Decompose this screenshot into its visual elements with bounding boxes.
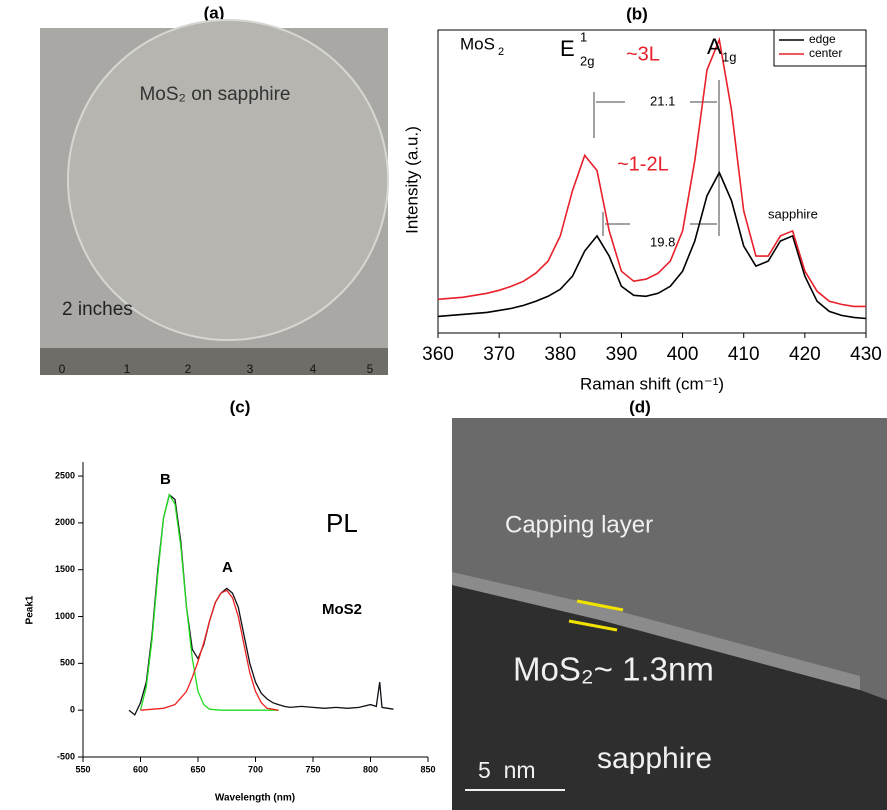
ruler-number: 4: [310, 362, 317, 376]
ruler: [40, 348, 388, 375]
chart-title: (b): [626, 4, 648, 23]
annotation: 1g: [722, 49, 736, 64]
page: (a) MoS₂ on sapphire 2 inches (d) Cappin…: [0, 0, 887, 810]
x-tick-label: 750: [305, 764, 320, 774]
annotation: ~1-2L: [617, 153, 669, 175]
y-tick-label: -500: [57, 751, 75, 761]
x-tick-label: 550: [75, 764, 90, 774]
chart-title: (c): [230, 397, 251, 416]
capping-label: Capping layer: [505, 511, 653, 538]
annotation: A: [707, 34, 722, 59]
annotation: 1: [580, 29, 587, 44]
x-tick-label: 420: [789, 344, 821, 365]
y-tick-label: 1500: [55, 564, 75, 574]
ruler-number: 0: [59, 362, 66, 376]
annotation: sapphire: [768, 206, 818, 221]
figure: (a) MoS₂ on sapphire 2 inches (d) Cappin…: [0, 0, 887, 810]
series-line: [141, 495, 279, 710]
wafer: [68, 20, 388, 340]
x-tick-label: 410: [728, 344, 760, 365]
series-line: [141, 590, 279, 710]
x-tick-label: 430: [850, 344, 882, 365]
annotation: A: [222, 559, 233, 576]
annotation: B: [160, 471, 171, 488]
x-tick-label: 390: [606, 344, 638, 365]
y-axis-label: Peak1: [25, 595, 36, 624]
y-tick-label: 500: [60, 658, 75, 668]
x-tick-label: 650: [190, 764, 205, 774]
annotation: E: [560, 36, 575, 61]
ruler-number: 1: [124, 362, 131, 376]
substrate-label: sapphire: [597, 742, 712, 775]
annotation: 2: [498, 46, 504, 58]
x-tick-label: 600: [133, 764, 148, 774]
x-axis-label: Raman shift (cm⁻¹): [580, 374, 724, 393]
scale-label: 5 nm: [478, 757, 536, 783]
x-tick-label: 700: [248, 764, 263, 774]
y-tick-label: 2500: [55, 470, 75, 480]
annotation: MoS: [460, 34, 495, 53]
y-axis-label: Intensity (a.u.): [402, 126, 421, 234]
annotation: ~3L: [626, 43, 660, 65]
x-tick-label: 400: [667, 344, 699, 365]
ruler-number: 5: [367, 362, 374, 376]
plot-frame: [438, 30, 866, 333]
x-tick-label: 380: [544, 344, 576, 365]
x-axis-label: Wavelength (nm): [215, 793, 295, 804]
ruler-number: 2: [185, 362, 192, 376]
panel-label: (d): [629, 397, 651, 416]
annotation: 21.1: [650, 93, 675, 108]
annotation: PL: [326, 508, 358, 538]
x-tick-label: 360: [422, 344, 454, 365]
legend-label: center: [809, 46, 842, 60]
size-label: 2 inches: [62, 299, 133, 320]
annotation: 19.8: [650, 234, 675, 249]
y-tick-label: 2000: [55, 517, 75, 527]
annotation: MoS2: [322, 601, 362, 618]
y-tick-label: 0: [70, 705, 75, 715]
ruler-number: 3: [247, 362, 254, 376]
legend-label: edge: [809, 32, 836, 46]
annotation: 2g: [580, 53, 594, 68]
x-tick-label: 370: [483, 344, 515, 365]
x-tick-label: 800: [363, 764, 378, 774]
y-tick-label: 1000: [55, 611, 75, 621]
caption: MoS₂ on sapphire: [139, 84, 290, 105]
x-tick-label: 850: [420, 764, 435, 774]
layer-label: MoS₂~ 1.3nm: [513, 651, 714, 688]
